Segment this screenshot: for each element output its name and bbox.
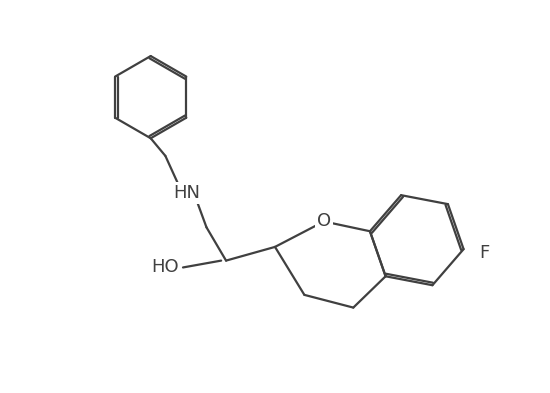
Text: F: F	[480, 244, 490, 262]
Text: HN: HN	[173, 184, 200, 202]
Text: O: O	[317, 213, 331, 230]
Text: HO: HO	[152, 259, 179, 276]
